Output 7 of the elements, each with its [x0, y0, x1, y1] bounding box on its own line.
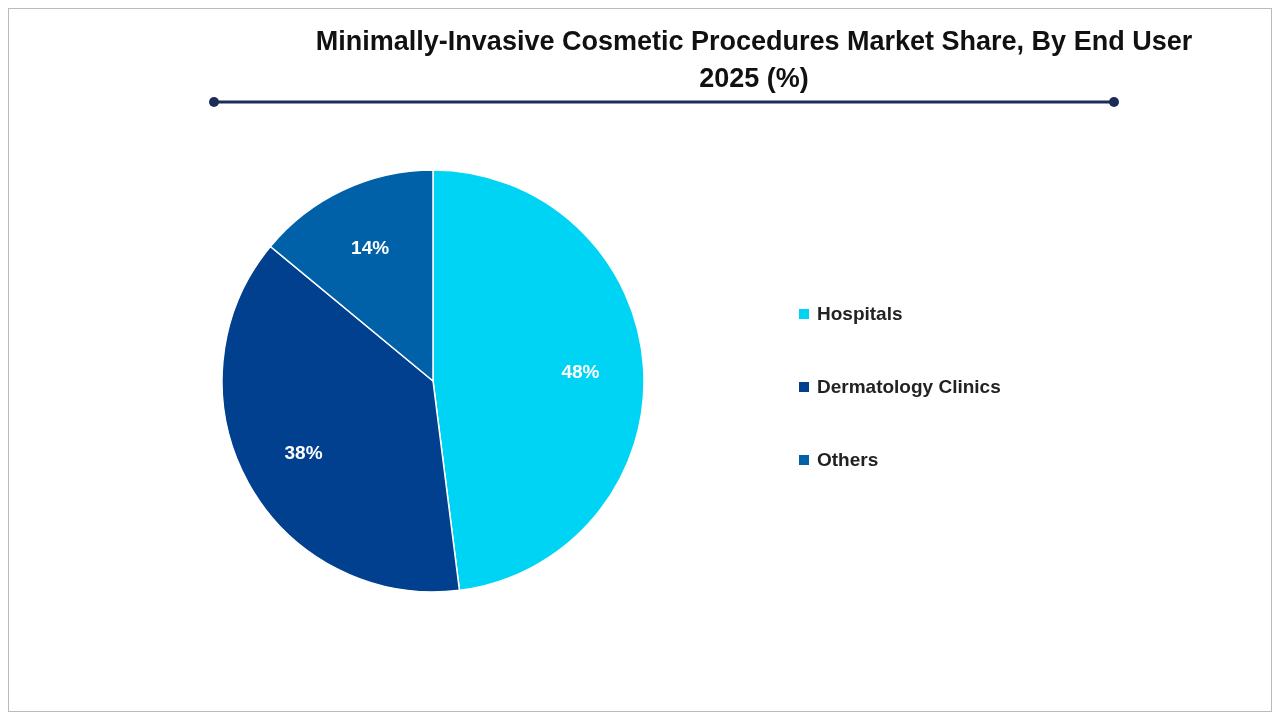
- chart-title: Minimally-Invasive Cosmetic Procedures Market Share, By End User 2025 (%): [314, 25, 1194, 95]
- data-label: 14%: [351, 236, 390, 258]
- data-label: 48%: [561, 361, 600, 383]
- legend-label: Others: [817, 449, 879, 471]
- legend-label: Hospitals: [817, 303, 903, 325]
- legend-label: Dermatology Clinics: [817, 376, 1001, 398]
- data-label: 38%: [284, 441, 323, 463]
